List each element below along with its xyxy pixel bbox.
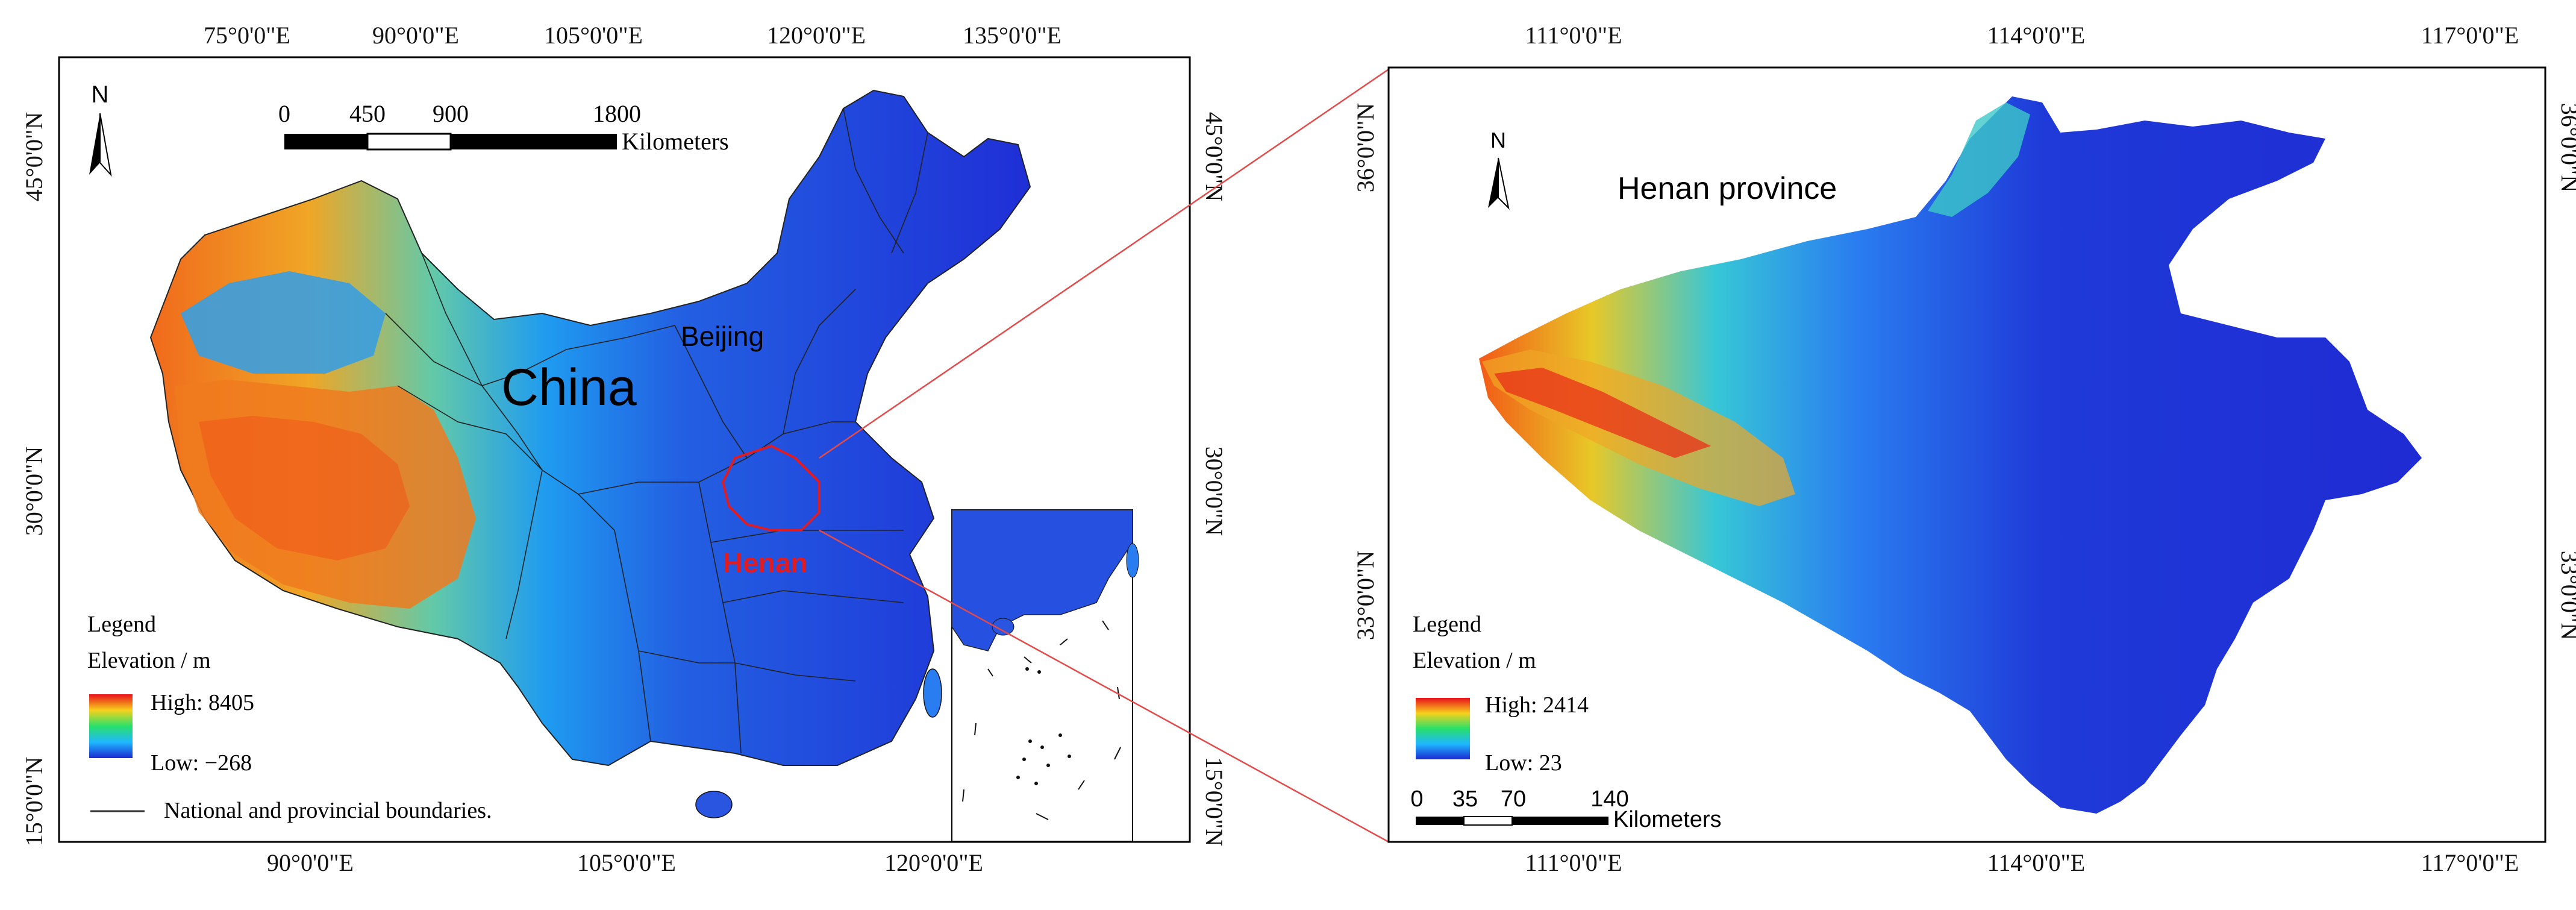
right-map-title: Henan province (1618, 171, 1837, 206)
henan-north-ridge (1928, 102, 2030, 217)
henan-peaks (1494, 368, 1711, 458)
right-left-tick-0: 36°0'0"N (1352, 103, 1379, 192)
legend-right-colorbar (1416, 698, 1470, 759)
left-top-tick-2: 105°0'0"E (544, 22, 643, 49)
left-bottom-tick-2: 120°0'0"E (884, 849, 983, 876)
north-arrow-right: N (1488, 128, 1510, 210)
right-bottom-tick-0: 111°0'0"E (1525, 849, 1622, 876)
scalebar-left: 0 450 900 1800 Kilometers (278, 100, 729, 155)
label-china: China (501, 359, 637, 416)
scalebar-left-label-0: 0 (278, 100, 290, 127)
legend-left-colorbar (89, 694, 133, 758)
scalebar-right: 0 35 70 140 Kilometers (1410, 786, 1721, 832)
right-right-tick-0: 36°0'0"N (2556, 103, 2576, 192)
plateau-core (199, 416, 410, 560)
legend-right-subtitle: Elevation / m (1413, 648, 1536, 673)
taiwan-island (923, 668, 942, 718)
legend-left-boundary: National and provincial boundaries. (164, 798, 492, 823)
right-top-tick-1: 114°0'0"E (1987, 22, 2085, 49)
scalebar-right-label-3: 140 (1590, 786, 1628, 812)
label-beijing: Beijing (681, 321, 764, 352)
left-bottom-tick-0: 90°0'0"E (267, 849, 354, 876)
left-top-tick-0: 75°0'0"E (204, 22, 290, 49)
legend-left-title: Legend (87, 612, 156, 637)
legend-right-title: Legend (1413, 612, 1481, 637)
scalebar-right-unit: Kilometers (1613, 807, 1722, 832)
right-bottom-tick-2: 117°0'0"E (2421, 849, 2519, 876)
right-top-tick-0: 111°0'0"E (1525, 22, 1622, 49)
scalebar-right-label-2: 70 (1501, 786, 1526, 812)
south-china-sea-inset (951, 509, 1139, 842)
legend-right: Legend Elevation / m High: 2414 Low: 23 (1413, 612, 1589, 776)
scalebar-left-label-3: 1800 (593, 100, 641, 127)
right-right-tick-1: 33°0'0"N (2556, 551, 2576, 640)
legend-right-high: High: 2414 (1485, 692, 1589, 718)
legend-left-low: Low: −268 (151, 750, 252, 776)
scalebar-right-label-1: 35 (1452, 786, 1478, 812)
right-map-panel: Henan province N 0 35 70 140 Kilometers … (1352, 22, 2576, 876)
scalebar-left-label-2: 900 (433, 100, 469, 127)
scalebar-right-label-0: 0 (1410, 786, 1423, 812)
left-left-tick-2: 15°0'0"N (20, 757, 48, 846)
north-arrow-left: N (89, 81, 112, 177)
scalebar-left-unit: Kilometers (622, 128, 729, 155)
legend-left-subtitle: Elevation / m (87, 648, 211, 673)
legend-left: Legend Elevation / m High: 8405 Low: −26… (87, 612, 492, 823)
left-right-tick-0: 45°0'0"N (1201, 112, 1228, 201)
svg-text:N: N (1490, 128, 1506, 152)
left-bottom-tick-1: 105°0'0"E (577, 849, 676, 876)
right-bottom-tick-1: 114°0'0"E (1987, 849, 2085, 876)
label-henan: Henan (723, 547, 808, 579)
basin-region (181, 271, 386, 374)
right-top-tick-2: 117°0'0"E (2421, 22, 2519, 49)
left-top-tick-3: 120°0'0"E (767, 22, 866, 49)
left-left-tick-0: 45°0'0"N (20, 112, 48, 201)
scalebar-left-label-1: 450 (349, 100, 386, 127)
left-map-panel: China Beijing Henan N 0 450 900 1800 Kil… (20, 22, 1228, 876)
legend-right-low: Low: 23 (1485, 750, 1562, 776)
henan-landmass (1479, 96, 2422, 814)
left-top-tick-1: 90°0'0"E (372, 22, 459, 49)
zoom-connector-lines (819, 68, 1389, 843)
left-top-tick-4: 135°0'0"E (963, 22, 1061, 49)
right-left-tick-1: 33°0'0"N (1352, 551, 1379, 640)
svg-text:N: N (92, 81, 109, 108)
provincial-boundaries (385, 108, 928, 754)
left-left-tick-1: 30°0'0"N (20, 447, 48, 536)
legend-left-high: High: 8405 (151, 690, 254, 715)
henan-outline (721, 444, 821, 532)
hainan-island (695, 791, 733, 818)
left-right-tick-1: 30°0'0"N (1201, 447, 1228, 536)
left-right-tick-2: 15°0'0"N (1201, 757, 1228, 846)
